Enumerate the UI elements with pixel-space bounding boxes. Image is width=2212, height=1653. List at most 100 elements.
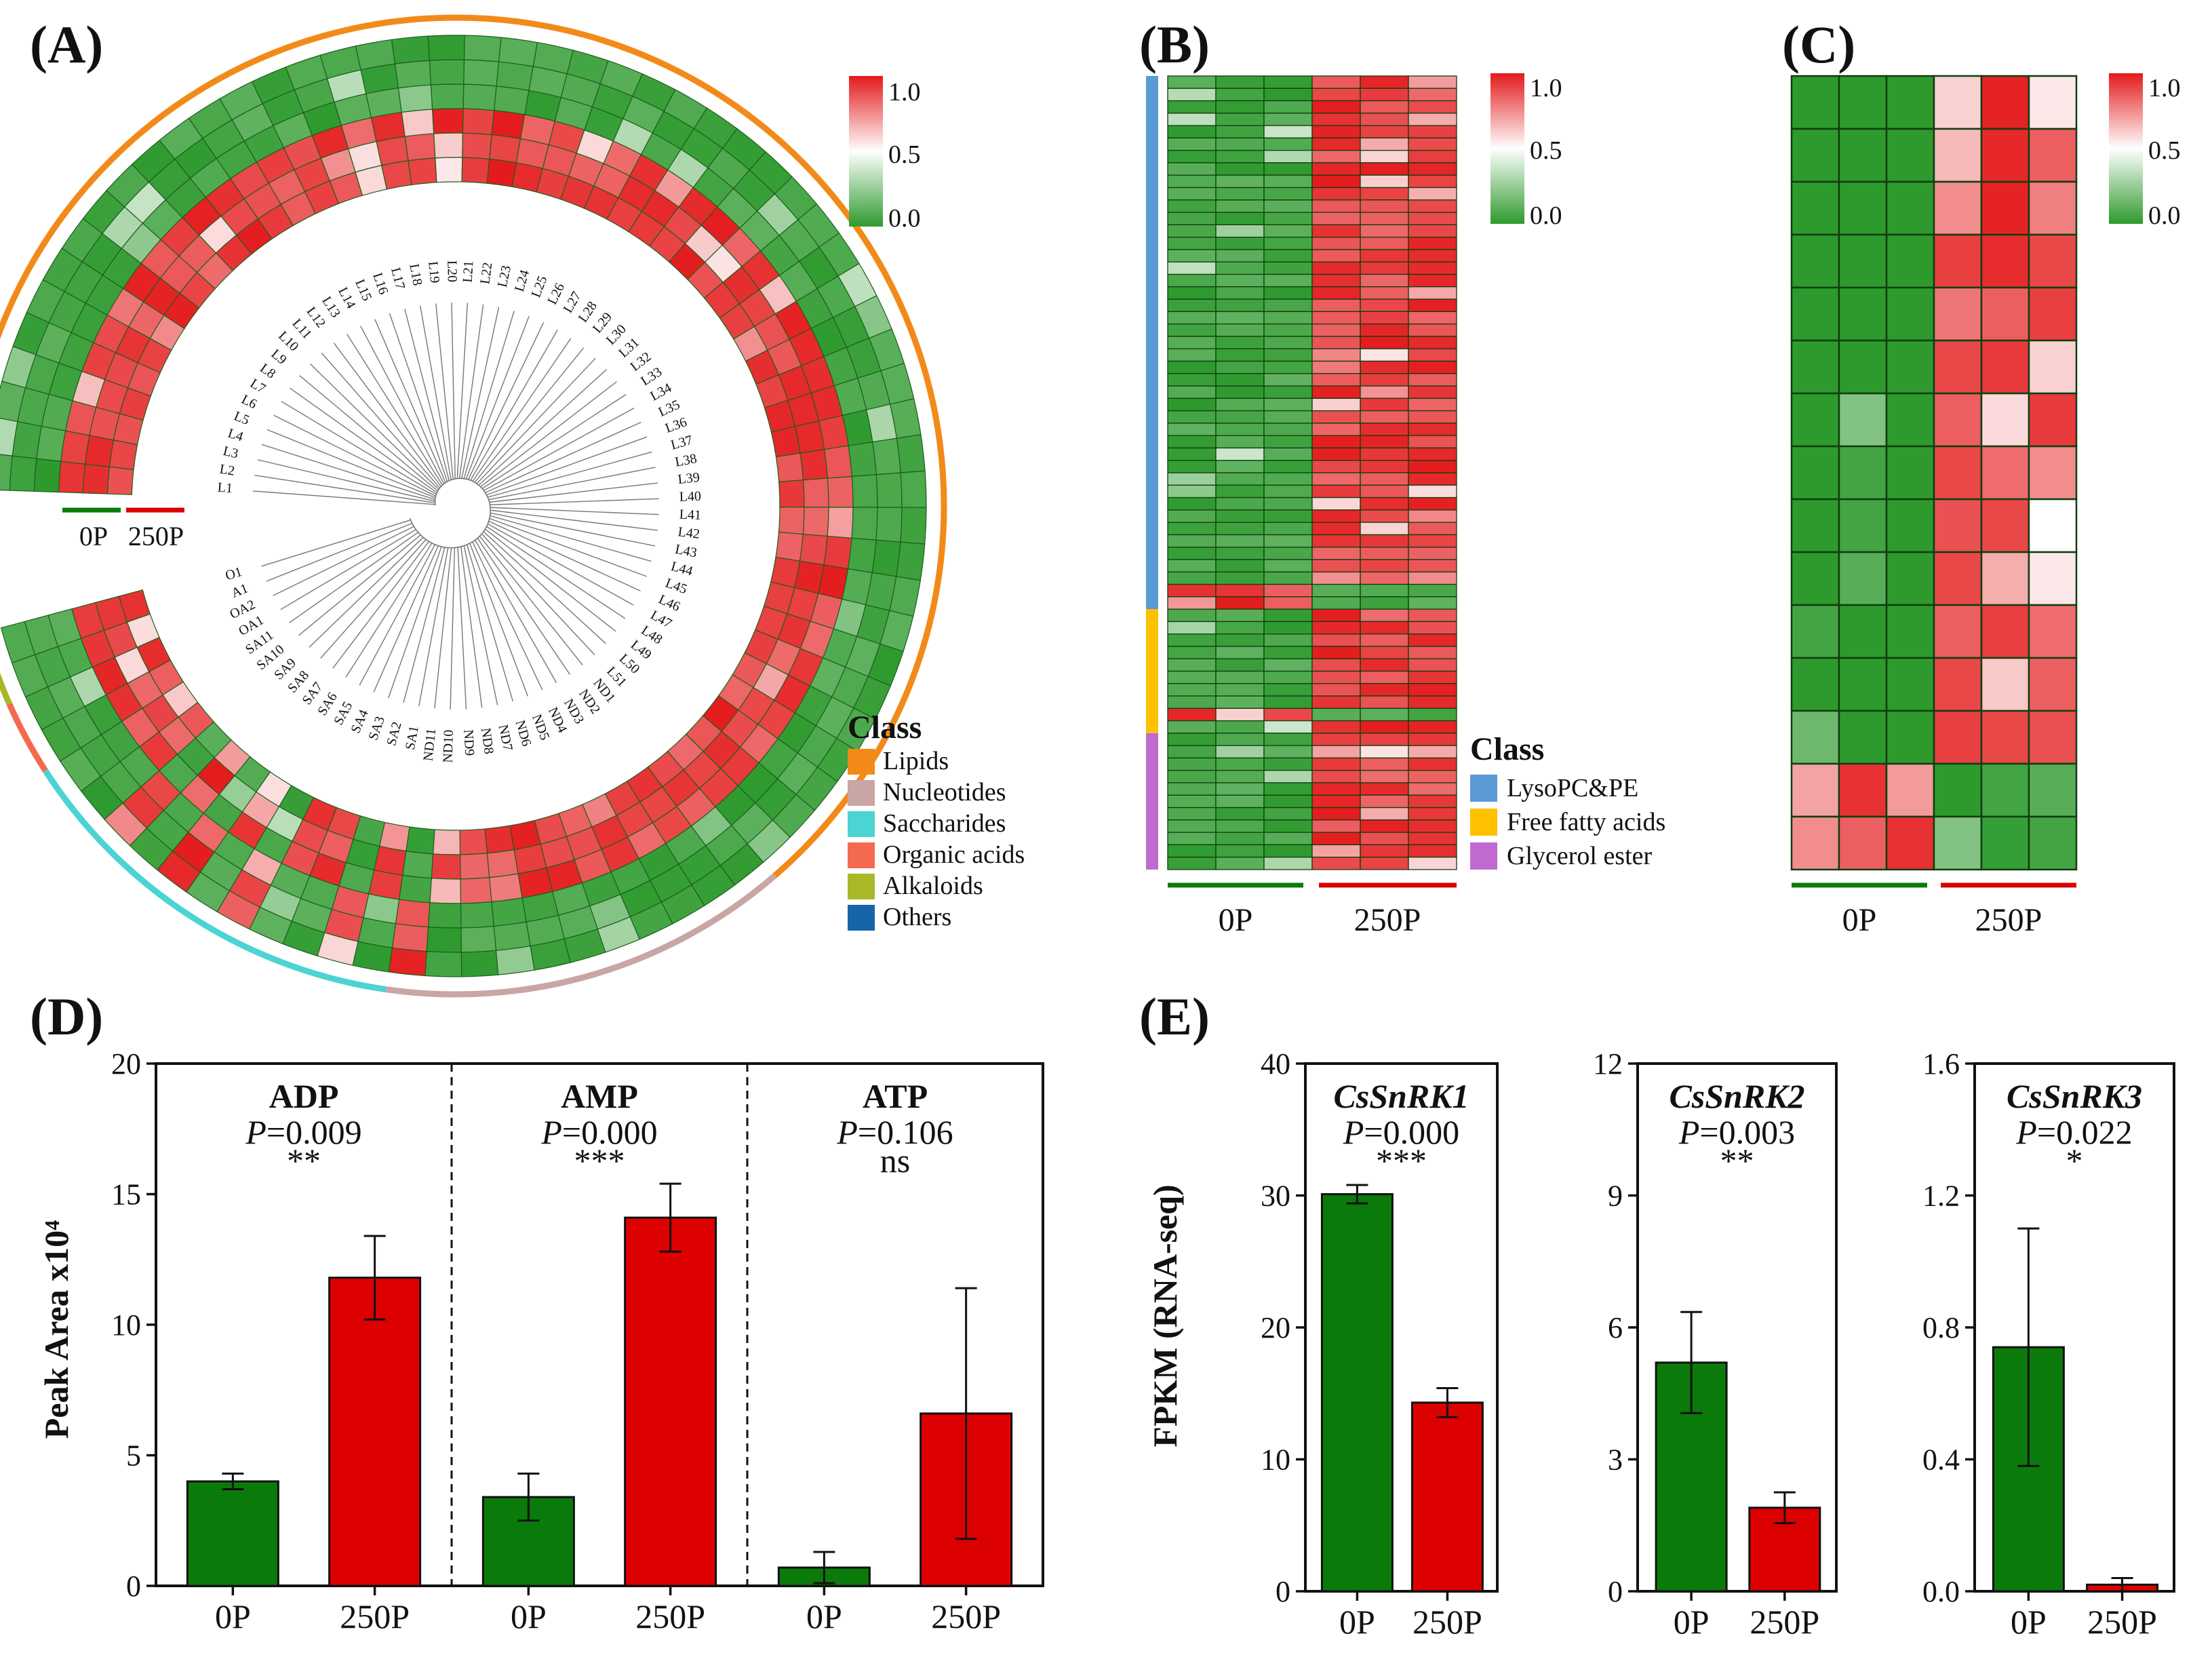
heat-cell: [1790, 445, 1840, 501]
heat-cell: [1167, 720, 1217, 734]
heat-cell: [1263, 782, 1313, 796]
heat-cell: [1167, 745, 1217, 759]
heat-cell: [1408, 348, 1457, 362]
heat-cell: [1408, 646, 1457, 659]
d-xtick-label: 0P: [806, 1597, 842, 1635]
heat-cell: [1167, 534, 1217, 548]
circular-label: L38: [674, 451, 698, 470]
d-xtick-label: 250P: [635, 1597, 705, 1635]
heat-cell: [1790, 551, 1840, 606]
panel-e: (E) FPKM (RNA-seq) 010203040CsSnRK1P=0.0…: [1139, 987, 2175, 1641]
heat-cell: [106, 466, 134, 495]
circular-label: L4: [226, 426, 245, 445]
e-ytick-label: 20: [1261, 1311, 1290, 1344]
heat-cell: [1263, 249, 1313, 262]
heat-cell: [1167, 757, 1217, 771]
e-significance: ***: [1376, 1142, 1427, 1180]
heat-cell: [1263, 621, 1313, 635]
a-colorbar-mid: 0.5: [888, 140, 921, 169]
heat-cell: [1360, 447, 1409, 461]
circular-label: L41: [679, 507, 701, 522]
tree-branch: [434, 547, 452, 709]
heat-cell: [429, 878, 462, 904]
tree-branch: [469, 543, 529, 697]
heat-cell: [1311, 596, 1361, 610]
tree-branch: [484, 528, 616, 632]
heat-cell: [1408, 695, 1457, 709]
heat-cell: [1933, 180, 1983, 236]
circular-dendrogram: [252, 303, 659, 709]
circular-heatmap-labels: L1L2L3L4L5L6L7L8L9L10L11L12L13L14L15L16L…: [217, 260, 701, 763]
heat-cell: [1311, 670, 1361, 684]
heat-cell: [2028, 128, 2078, 183]
heat-cell: [1311, 286, 1361, 300]
heat-cell: [1215, 782, 1265, 796]
heat-cell: [1167, 311, 1217, 325]
heat-cell: [1167, 547, 1217, 560]
tree-branch: [309, 363, 439, 490]
heat-cell: [1838, 286, 1888, 342]
heat-cell: [395, 899, 431, 928]
tree-branch: [359, 544, 436, 686]
heat-cell: [875, 472, 903, 508]
heat-cell: [1408, 497, 1457, 511]
e-ytick-label: 0.8: [1922, 1311, 1960, 1344]
e-ytick-label: 1.2: [1922, 1180, 1960, 1213]
heat-cell: [1263, 509, 1313, 523]
tree-branch: [299, 375, 439, 492]
heat-cell: [1790, 604, 1840, 659]
heat-cell: [1263, 571, 1313, 585]
heat-cell: [1167, 87, 1217, 102]
heat-cell: [2028, 604, 2078, 659]
e-ylabel: FPKM (RNA-seq): [1146, 1184, 1184, 1447]
tree-branch: [419, 305, 452, 480]
circular-label: ND7: [495, 723, 515, 752]
heat-cell: [827, 507, 854, 539]
legend-swatch: [1470, 842, 1497, 870]
heat-cell: [1311, 646, 1361, 659]
tree-branch: [461, 307, 500, 479]
heat-cell: [1311, 273, 1361, 288]
heat-cell: [1263, 75, 1313, 89]
heat-cell: [1311, 472, 1361, 486]
tree-branch: [388, 546, 442, 699]
tree-branch: [257, 459, 435, 502]
circular-label: ND11: [420, 728, 439, 762]
heat-cell: [1263, 435, 1313, 449]
a-colorbar-max: 1.0: [888, 78, 921, 106]
heat-cell: [1980, 498, 2030, 553]
tree-branch: [403, 547, 446, 703]
d-significance: ***: [574, 1142, 625, 1180]
heat-cell: [1408, 770, 1457, 783]
heat-cell: [1167, 806, 1217, 821]
heat-cell: [1215, 658, 1265, 672]
tree-branch: [360, 326, 445, 484]
heat-cell: [1790, 233, 1840, 289]
heat-cell: [1311, 733, 1361, 746]
heat-cell: [498, 37, 538, 67]
tree-branch: [418, 547, 449, 707]
heat-cell: [1360, 397, 1409, 412]
heat-cell: [1838, 233, 1888, 289]
heat-cell: [1263, 360, 1313, 374]
heat-cell: [1167, 397, 1217, 412]
heat-cell: [1215, 174, 1265, 189]
heat-cell: [1311, 707, 1361, 722]
heat-cell: [1215, 261, 1265, 275]
heat-cell: [823, 445, 853, 479]
heat-cell: [1311, 187, 1361, 201]
heat-cell: [1263, 373, 1313, 387]
panel-a: (A) L1L2L3L4L5L6L7L8L9L10L11L12L13L14L15…: [0, 14, 1025, 998]
d-bar: [186, 1480, 279, 1587]
b-group-label-0p: 0P: [1219, 902, 1253, 938]
heat-cell: [486, 158, 517, 187]
heat-cell: [1408, 311, 1457, 325]
legend-swatch: [848, 874, 875, 899]
heat-cell: [1360, 360, 1409, 374]
heat-cell: [463, 59, 500, 87]
heat-cell: [851, 507, 878, 541]
heat-cell: [1263, 100, 1313, 114]
heat-cell: [1215, 199, 1265, 213]
heat-cell: [1311, 87, 1361, 102]
heat-cell: [1215, 75, 1265, 89]
